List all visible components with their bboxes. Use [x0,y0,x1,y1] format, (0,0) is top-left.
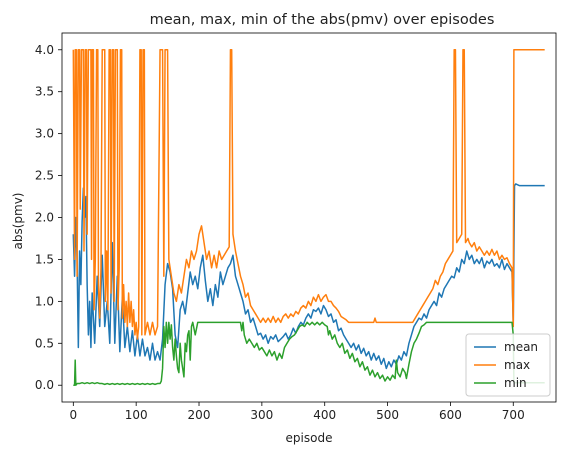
x-tick-label: 700 [502,408,525,422]
series-line-min [73,321,545,386]
y-axis-label: abs(pmv) [11,193,25,250]
y-tick-label: 2.5 [35,169,54,183]
x-tick-label: 100 [125,408,148,422]
x-tick-label: 200 [188,408,211,422]
y-tick-label: 3.5 [35,85,54,99]
y-tick-label: 1.5 [35,252,54,266]
y-tick-label: 4.0 [35,43,54,57]
x-tick-label: 0 [69,408,77,422]
x-axis-label: episode [286,431,333,445]
chart-title: mean, max, min of the abs(pmv) over epis… [150,12,495,28]
y-tick-label: 3.0 [35,127,54,141]
series-line-mean [72,183,545,370]
series-group [72,49,545,386]
x-axis: 0 100 200 300 400 500 600 700 [69,402,525,422]
x-tick-label: 600 [439,408,462,422]
legend-label-max: max [504,358,530,372]
series-line-max [72,49,545,340]
legend-box [465,333,551,397]
legend: mean max min [465,333,551,397]
x-tick-label: 500 [376,408,399,422]
y-tick-label: 2.0 [35,211,54,225]
y-axis: 0.0 0.5 1.0 1.5 2.0 2.5 3.0 3.5 4.0 [35,43,62,392]
x-tick-label: 300 [250,408,273,422]
y-tick-label: 1.0 [35,294,54,308]
x-tick-label: 400 [313,408,336,422]
legend-label-mean: mean [504,340,538,354]
y-tick-label: 0.5 [35,336,54,350]
legend-label-min: min [504,376,527,390]
y-tick-label: 0.0 [35,378,54,392]
